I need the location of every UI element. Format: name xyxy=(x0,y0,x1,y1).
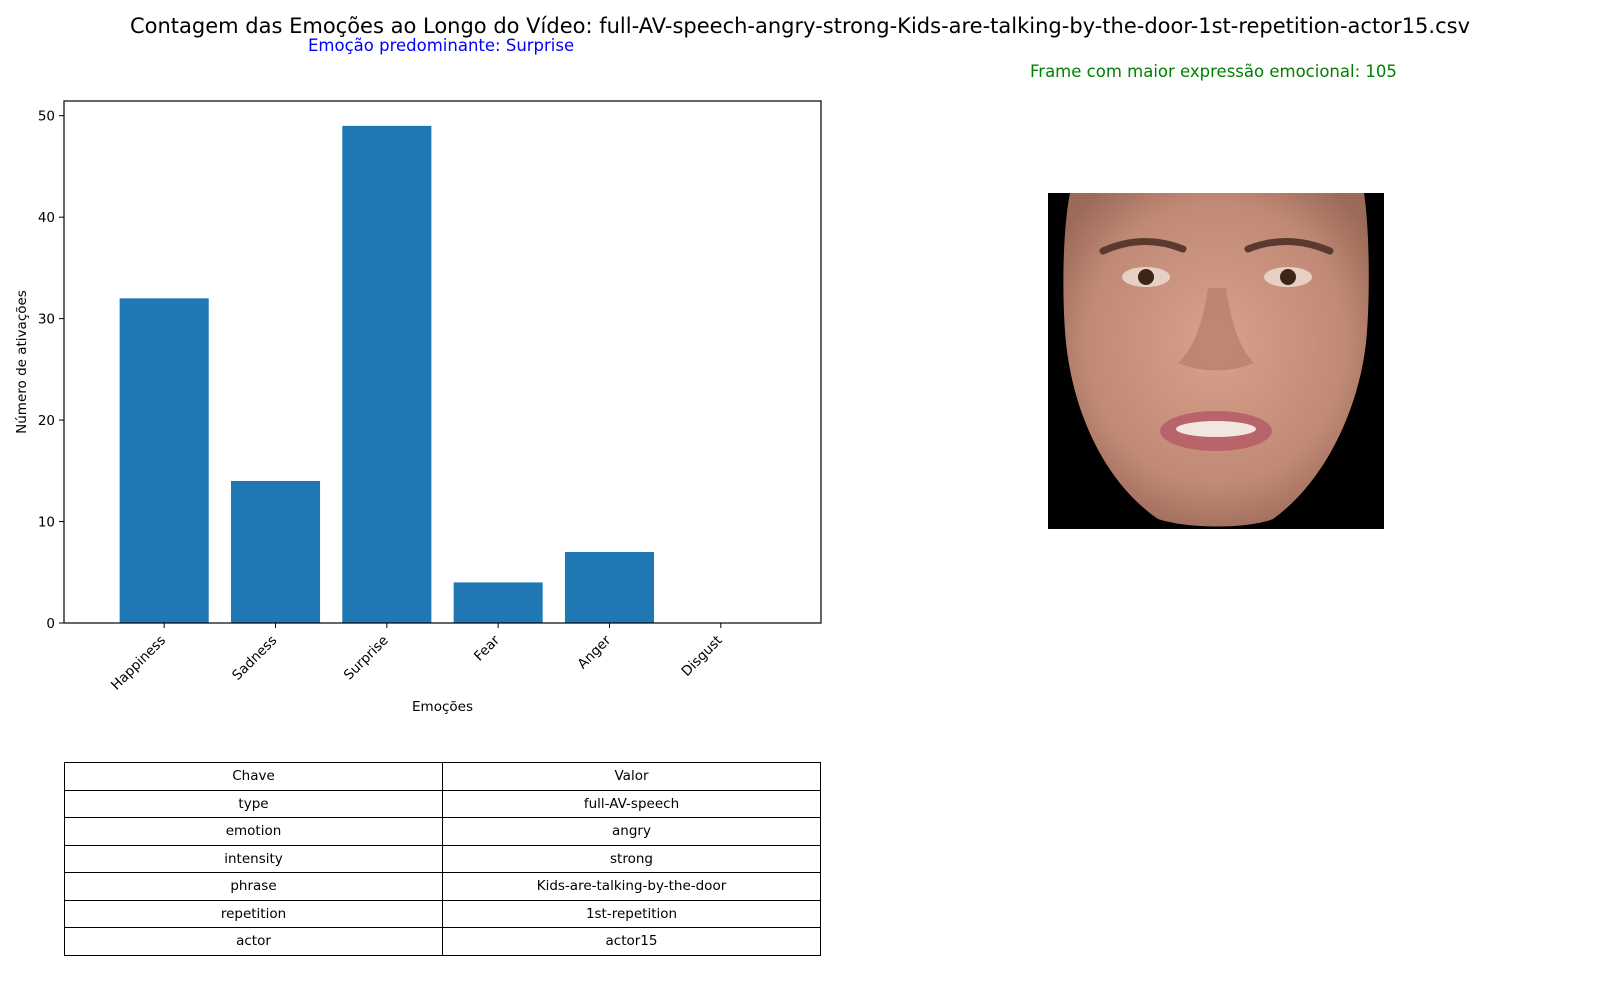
value-cell: full-AV-speech xyxy=(442,789,821,818)
y-tick-label: 30 xyxy=(38,312,55,328)
value-cell: Kids-are-talking-by-the-door xyxy=(442,872,821,901)
y-axis: 0 10 20 30 40 50 xyxy=(38,109,64,632)
value-cell: angry xyxy=(442,817,821,846)
table-row: type full-AV-speech xyxy=(64,789,821,818)
plot-frame xyxy=(63,100,822,624)
y-tick-label: 50 xyxy=(38,109,55,125)
header-key: Chave xyxy=(64,762,443,791)
table-row: intensity strong xyxy=(64,844,821,873)
max-expression-frame-label: Frame com maior expressão emocional: 105 xyxy=(1030,62,1397,81)
x-axis-label: Emoções xyxy=(412,699,473,715)
value-cell: 1st-repetition xyxy=(442,899,821,928)
y-tick-label: 40 xyxy=(38,210,55,226)
key-cell: phrase xyxy=(64,872,443,901)
x-tick-label-disgust: Disgust xyxy=(679,633,726,680)
bar-sadness xyxy=(230,480,321,623)
face-frame-image xyxy=(1048,193,1384,529)
predominant-emotion-label: Emoção predominante: Surprise xyxy=(308,36,575,55)
emotion-bar-chart: 0 10 20 30 40 50 Happiness Sadness Surprise Fear… xyxy=(14,100,822,715)
header-value: Valor xyxy=(442,762,821,791)
bar-anger xyxy=(564,551,655,623)
table-row: phrase Kids-are-talking-by-the-door xyxy=(64,872,821,901)
key-cell: emotion xyxy=(64,817,443,846)
bars-group xyxy=(119,125,655,623)
y-tick-label: 20 xyxy=(38,413,55,429)
x-tick-label-sadness: Sadness xyxy=(229,633,280,684)
table-header-row: Chave Valor xyxy=(64,762,821,791)
x-tick-label-happiness: Happiness xyxy=(108,633,169,694)
bar-happiness xyxy=(119,298,209,623)
bar-fear xyxy=(453,582,543,623)
table-row: repetition 1st-repetition xyxy=(64,899,821,928)
table-row: emotion angry xyxy=(64,817,821,846)
face-image-icon xyxy=(1048,193,1384,529)
y-tick-label: 10 xyxy=(38,515,55,531)
key-cell: intensity xyxy=(64,844,443,873)
key-cell: actor xyxy=(64,927,443,956)
x-tick-label-anger: Anger xyxy=(575,632,615,672)
value-cell: actor15 xyxy=(442,927,821,956)
metadata-table: Chave Valor type full-AV-speech emotion angry… xyxy=(64,762,821,956)
table-row: actor actor15 xyxy=(64,927,821,956)
x-tick-label-fear: Fear xyxy=(471,632,503,664)
value-cell: strong xyxy=(442,844,821,873)
y-axis-label: Número de ativações xyxy=(14,290,30,434)
key-cell: repetition xyxy=(64,899,443,928)
key-cell: type xyxy=(64,789,443,818)
bar-surprise xyxy=(342,125,432,623)
x-axis: Happiness Sadness Surprise Fear Anger Disgust xyxy=(108,623,726,694)
chart-title: Contagem das Emoções ao Longo do Vídeo: … xyxy=(129,14,1471,38)
y-tick-label: 0 xyxy=(46,616,55,632)
x-tick-label-surprise: Surprise xyxy=(341,633,392,684)
